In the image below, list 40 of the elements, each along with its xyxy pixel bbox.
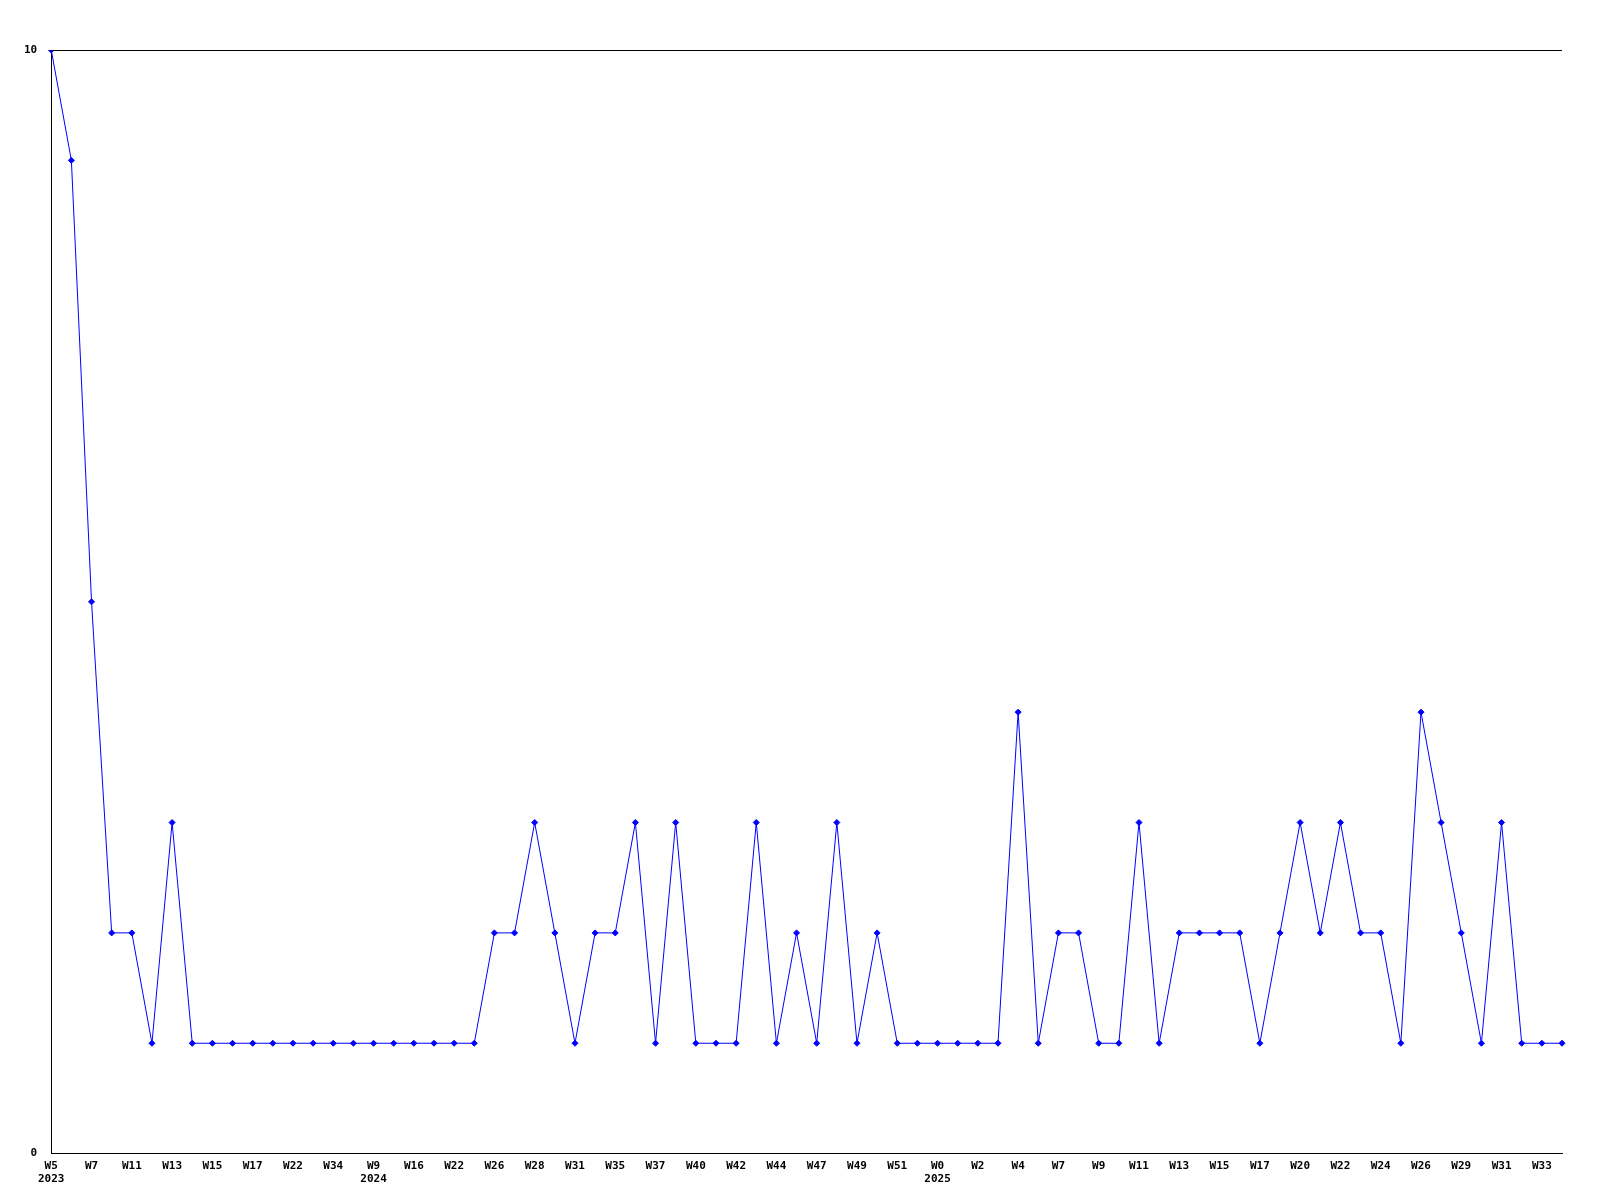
x-tick-label: W44 bbox=[766, 1159, 787, 1173]
x-tick-label: W22 bbox=[283, 1159, 303, 1173]
x-tick-label: W9 2024 bbox=[360, 1159, 388, 1186]
x-tick-label: W11 bbox=[121, 1159, 143, 1173]
x-tick-label: W33 bbox=[1531, 1159, 1552, 1173]
x-tick-label: W29 bbox=[1451, 1159, 1472, 1173]
x-tick-label: W51 bbox=[887, 1159, 908, 1173]
x-tick-label: W34 bbox=[323, 1159, 344, 1173]
x-tick-label: W15 bbox=[202, 1159, 223, 1173]
x-tick-label: W4 bbox=[1011, 1159, 1026, 1173]
x-tick-label: W40 bbox=[685, 1159, 706, 1173]
x-tick-label: W35 bbox=[605, 1159, 626, 1173]
x-tick-label: W37 bbox=[645, 1159, 666, 1173]
x-tick-label: W28 bbox=[524, 1159, 545, 1173]
x-tick-label: W49 bbox=[847, 1159, 867, 1173]
x-tick-label: W26 bbox=[484, 1159, 505, 1173]
x-tick-label: W11 bbox=[1129, 1159, 1150, 1173]
x-tick-label: W42 bbox=[726, 1159, 747, 1173]
x-tick-label: W2 bbox=[971, 1159, 985, 1173]
x-tick-label: W15 bbox=[1209, 1159, 1230, 1173]
x-tick-label: W13 bbox=[1169, 1159, 1190, 1173]
x-tick-label: W7 bbox=[84, 1159, 99, 1173]
x-tick-label: W5 2023 bbox=[38, 1159, 65, 1186]
x-tick-label: W17 bbox=[1249, 1159, 1270, 1173]
x-tick-label: W47 bbox=[806, 1159, 827, 1173]
y-tick-label: 0 bbox=[30, 1146, 38, 1160]
x-tick-label: W9 bbox=[1092, 1159, 1106, 1173]
x-tick-label: W20 bbox=[1290, 1159, 1311, 1173]
x-tick-label: W0 2025 bbox=[924, 1159, 951, 1186]
y-tick-label: 10 bbox=[24, 42, 38, 56]
x-tick-label: W24 bbox=[1370, 1159, 1392, 1173]
x-tick-label: W13 bbox=[162, 1159, 183, 1173]
x-tick-label: W16 bbox=[403, 1159, 425, 1173]
x-tick-label: W31 bbox=[565, 1159, 586, 1173]
x-tick-label: W17 bbox=[242, 1159, 263, 1173]
x-tick-label: W26 bbox=[1411, 1159, 1432, 1173]
x-tick-label: W22 bbox=[444, 1159, 465, 1173]
x-tick-label: W22 bbox=[1330, 1159, 1351, 1173]
x-tick-label: W7 bbox=[1051, 1159, 1066, 1173]
x-tick-label: W31 bbox=[1491, 1159, 1512, 1173]
